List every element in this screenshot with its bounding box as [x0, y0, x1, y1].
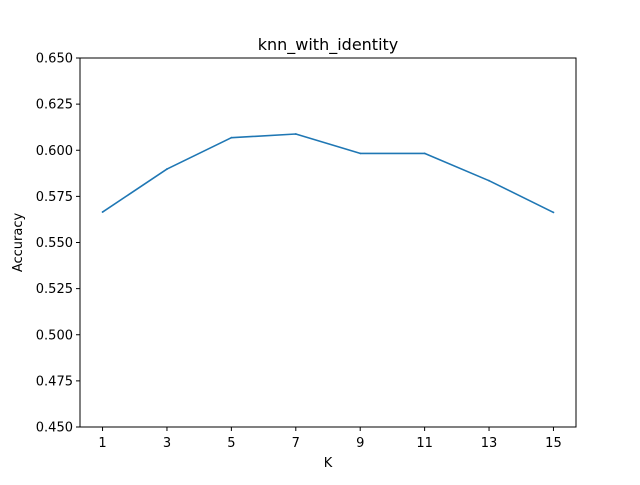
series-line — [102, 133, 554, 214]
x-tick-label: 3 — [163, 436, 171, 451]
x-tick-label: 15 — [545, 436, 562, 451]
y-tick-label: 0.625 — [36, 98, 73, 113]
y-axis-ticks: 0.450 0.475 0.500 0.525 0.550 0.575 0.600 0.625… — [36, 52, 80, 436]
x-tick-label: 7 — [292, 436, 300, 451]
data-point — [101, 211, 104, 213]
y-tick-label: 0.525 — [36, 282, 73, 297]
data-point — [423, 152, 426, 155]
y-tick-label: 0.600 — [36, 144, 73, 159]
series-layer — [101, 133, 555, 214]
x-tick-label: 11 — [416, 436, 433, 451]
data-point — [359, 152, 362, 155]
y-tick-label: 0.575 — [36, 190, 73, 205]
plot-area-frame — [79, 57, 577, 428]
data-point — [552, 211, 555, 214]
y-axis-label: Accuracy — [11, 213, 26, 273]
y-tick-label: 0.475 — [36, 374, 73, 389]
chart-title: knn_with_identity — [258, 35, 399, 55]
data-point — [294, 133, 297, 135]
x-axis-ticks: 1 3 5 7 9 11 13 15 — [98, 427, 562, 451]
y-tick-label: 0.650 — [36, 52, 73, 67]
data-point — [166, 168, 168, 170]
y-tick-label: 0.450 — [36, 421, 73, 436]
data-point — [230, 136, 233, 139]
y-tick-label: 0.550 — [36, 236, 73, 251]
x-tick-label: 1 — [98, 436, 106, 451]
x-tick-label: 13 — [481, 436, 498, 451]
data-point — [488, 179, 490, 182]
x-tick-label: 9 — [356, 436, 364, 451]
y-tick-label: 0.500 — [36, 328, 73, 343]
x-axis-label: K — [324, 456, 333, 471]
x-tick-label: 5 — [227, 436, 235, 451]
